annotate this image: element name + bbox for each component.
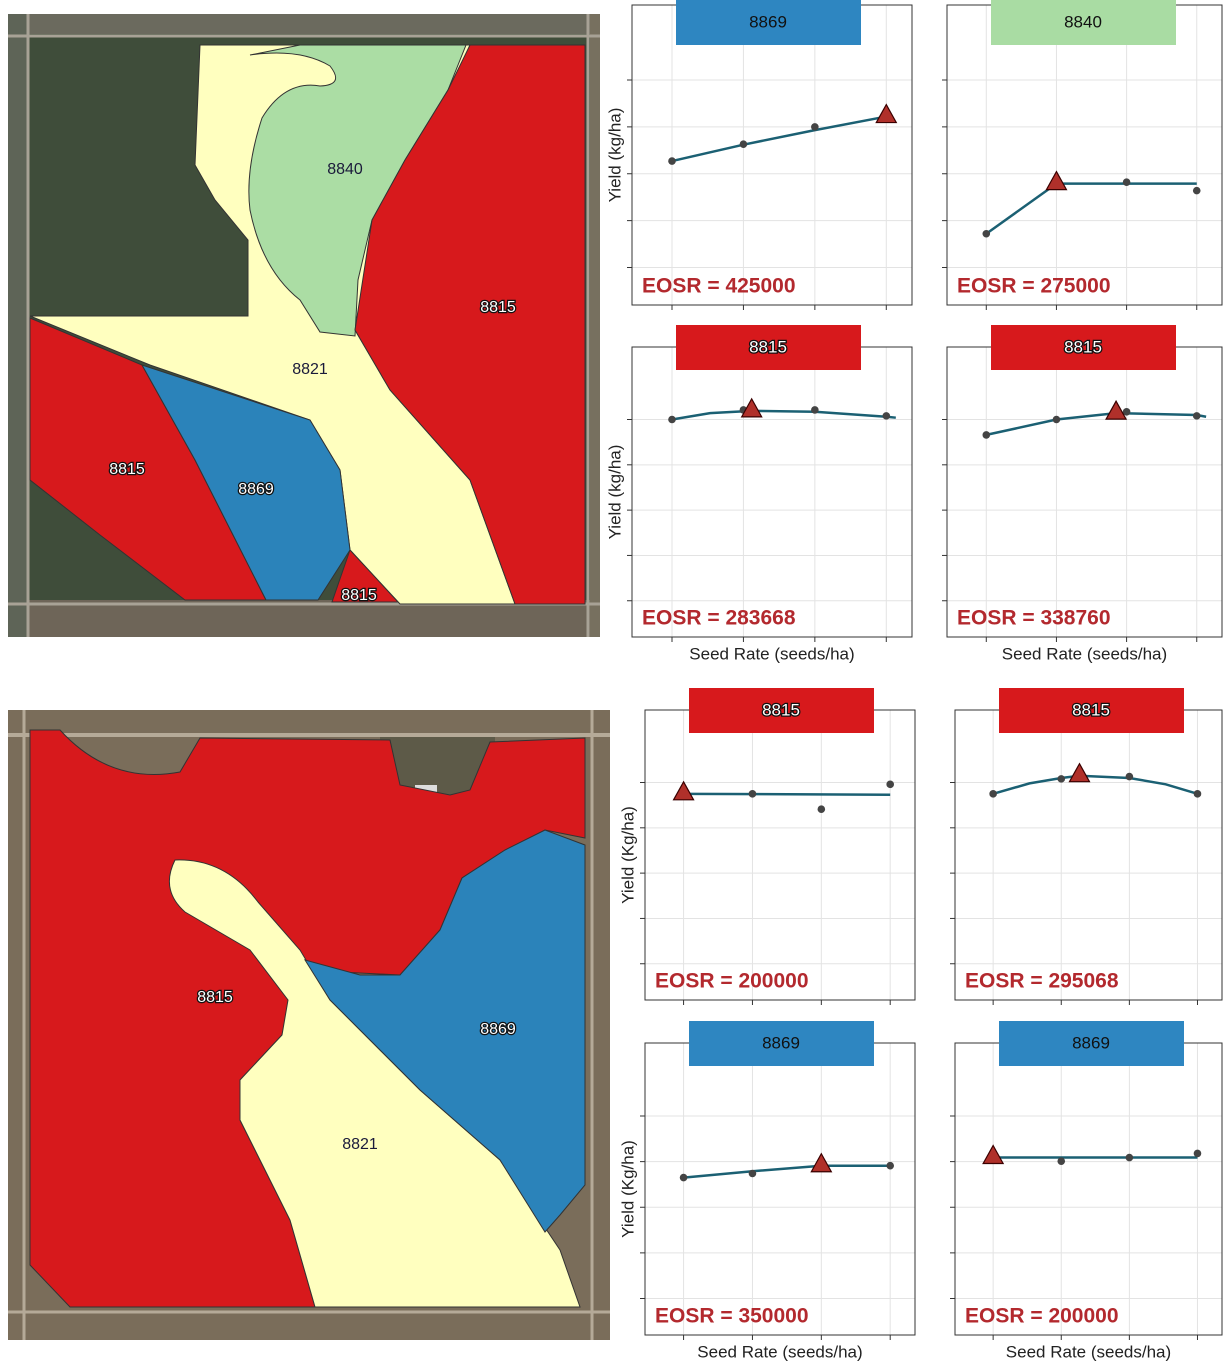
figure: 8821 8840 8815 8815 8869 8815 8815 8821 8869 886… (0, 0, 1223, 1368)
observed-point (1194, 790, 1202, 798)
eosr-annotation: EOSR = 425000 (642, 275, 796, 298)
zone-label: 8815 (341, 587, 377, 604)
plot-area (645, 1043, 915, 1335)
observed-point (680, 1174, 688, 1182)
plot-area (632, 347, 912, 637)
eosr-annotation: EOSR = 200000 (965, 1305, 1119, 1328)
panel-title: 8815 (1064, 337, 1102, 356)
eosr-annotation: EOSR = 338760 (957, 607, 1111, 630)
plot-area (947, 5, 1222, 305)
observed-point (1126, 773, 1134, 781)
charts: 8869 EOSR = 425000 Yield (kg/ha) 8840 EOSR =… (605, 0, 1222, 1361)
observed-point (811, 406, 819, 414)
x-axis-label: Seed Rate (seeds/ha) (1006, 1342, 1171, 1361)
plot-area (947, 347, 1222, 637)
zone-label: 8869 (480, 1021, 516, 1038)
x-axis-label: Seed Rate (seeds/ha) (689, 644, 854, 663)
observed-point (1193, 412, 1201, 420)
y-axis-label: Yield (kg/ha) (605, 445, 624, 540)
plot-area (632, 5, 912, 305)
zone-label: 8821 (292, 361, 328, 378)
observed-point (982, 230, 990, 238)
zone-label: 8840 (327, 161, 363, 178)
eosr-annotation: EOSR = 295068 (965, 970, 1119, 993)
y-axis-label: Yield (kg/ha) (605, 108, 624, 203)
observed-point (749, 790, 757, 798)
panel-title: 8815 (749, 337, 787, 356)
observed-point (886, 1162, 894, 1170)
panel-title: 8815 (1072, 700, 1110, 719)
observed-point (1123, 178, 1131, 186)
observed-point (982, 431, 990, 439)
plot-area (955, 1043, 1222, 1335)
zone-label: 8869 (238, 481, 274, 498)
y-axis-label: Yield (Kg/ha) (618, 1140, 637, 1238)
observed-point (1057, 775, 1065, 783)
panel-title: 8840 (1064, 12, 1102, 31)
observed-point (1053, 416, 1061, 424)
eosr-annotation: EOSR = 350000 (655, 1305, 809, 1328)
eosr-annotation: EOSR = 200000 (655, 970, 809, 993)
zone-label: 8815 (197, 989, 233, 1006)
observed-point (1193, 187, 1201, 195)
plot-area (645, 710, 915, 1000)
panel-title: 8869 (762, 1033, 800, 1052)
panel-title: 8869 (1072, 1033, 1110, 1052)
y-axis-label: Yield (Kg/ha) (618, 806, 637, 904)
observed-point (1194, 1150, 1202, 1158)
observed-point (989, 790, 997, 798)
observed-point (886, 781, 894, 789)
observed-point (818, 805, 826, 813)
panel-title: 8815 (762, 700, 800, 719)
eosr-annotation: EOSR = 283668 (642, 607, 796, 630)
observed-point (749, 1170, 757, 1178)
zone-label: 8821 (342, 1136, 378, 1153)
observed-point (740, 140, 748, 148)
zone-label: 8815 (109, 461, 145, 478)
fit-line (684, 794, 891, 795)
observed-point (882, 412, 890, 420)
eosr-annotation: EOSR = 275000 (957, 275, 1111, 298)
x-axis-label: Seed Rate (seeds/ha) (1002, 644, 1167, 663)
zone-label: 8815 (480, 299, 516, 316)
plot-area (955, 710, 1222, 1000)
x-axis-label: Seed Rate (seeds/ha) (697, 1342, 862, 1361)
observed-point (1126, 1154, 1134, 1162)
observed-point (1057, 1157, 1065, 1165)
observed-point (668, 416, 676, 424)
observed-point (668, 157, 676, 165)
panel-title: 8869 (749, 12, 787, 31)
observed-point (811, 123, 819, 131)
